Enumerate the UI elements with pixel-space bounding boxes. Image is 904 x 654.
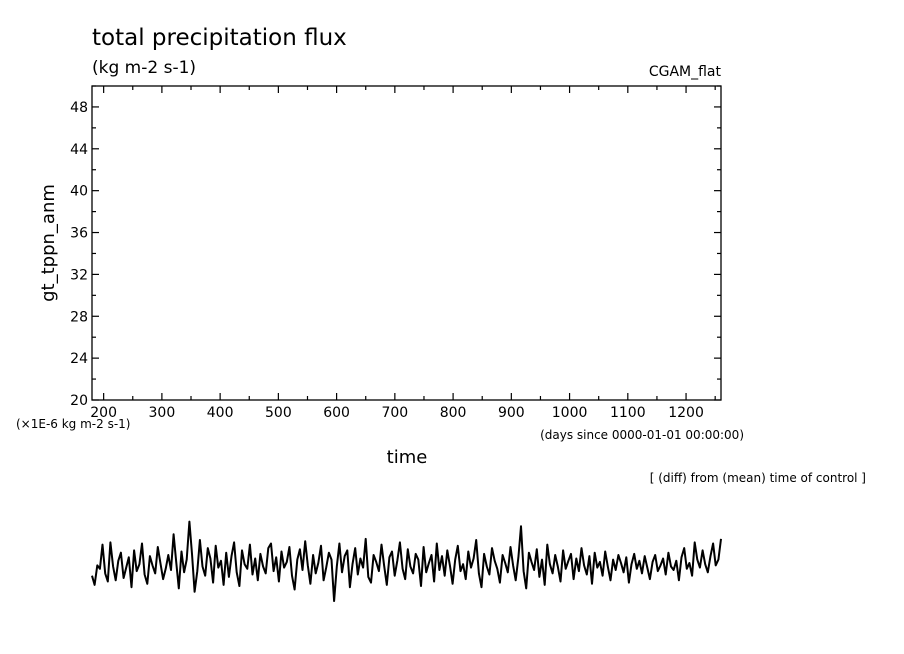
chart-title: total precipitation flux	[92, 25, 347, 51]
x-tick-label: 1200	[668, 405, 704, 421]
y-tick-label: 32	[70, 267, 88, 283]
series-line	[91, 520, 722, 602]
x-tick-label: 600	[323, 405, 350, 421]
y-tick-label: 44	[70, 142, 88, 158]
x-axis-label: time	[387, 447, 428, 468]
y-tick-label: 40	[70, 184, 88, 200]
y-tick-label: 36	[70, 226, 88, 242]
x-tick-label: 400	[207, 405, 234, 421]
x-tick-label: 700	[381, 405, 408, 421]
plot-frame	[91, 85, 722, 401]
x-tick-label: 1100	[610, 405, 646, 421]
chart-subtitle: (kg m-2 s-1)	[92, 58, 196, 78]
x-tick-label: 300	[149, 405, 176, 421]
x-tick-label: 500	[265, 405, 292, 421]
x-units-label: (days since 0000-01-01 00:00:00)	[540, 428, 744, 442]
run-label: CGAM_flat	[649, 64, 722, 80]
x-tick-label: 1000	[552, 405, 588, 421]
diff-note: [ (diff) from (mean) time of control ]	[650, 471, 866, 485]
x-tick-label: 900	[498, 405, 525, 421]
y-axis-label: gt_tppn_anm	[38, 184, 59, 302]
x-axis: 200 300 400 500 600 700 800 900 1000 1100 1200	[90, 86, 716, 421]
y-tick-label: 48	[70, 100, 88, 116]
y-tick-label: 20	[70, 393, 88, 409]
x-tick-label: 200	[90, 405, 117, 421]
y-scale-note: (×1E-6 kg m-2 s-1)	[16, 417, 130, 431]
y-axis: 20 24 28 32 36 40 44 48	[70, 85, 721, 409]
y-tick-label: 28	[70, 309, 88, 325]
x-tick-label: 800	[440, 405, 467, 421]
y-tick-label: 24	[70, 351, 88, 367]
